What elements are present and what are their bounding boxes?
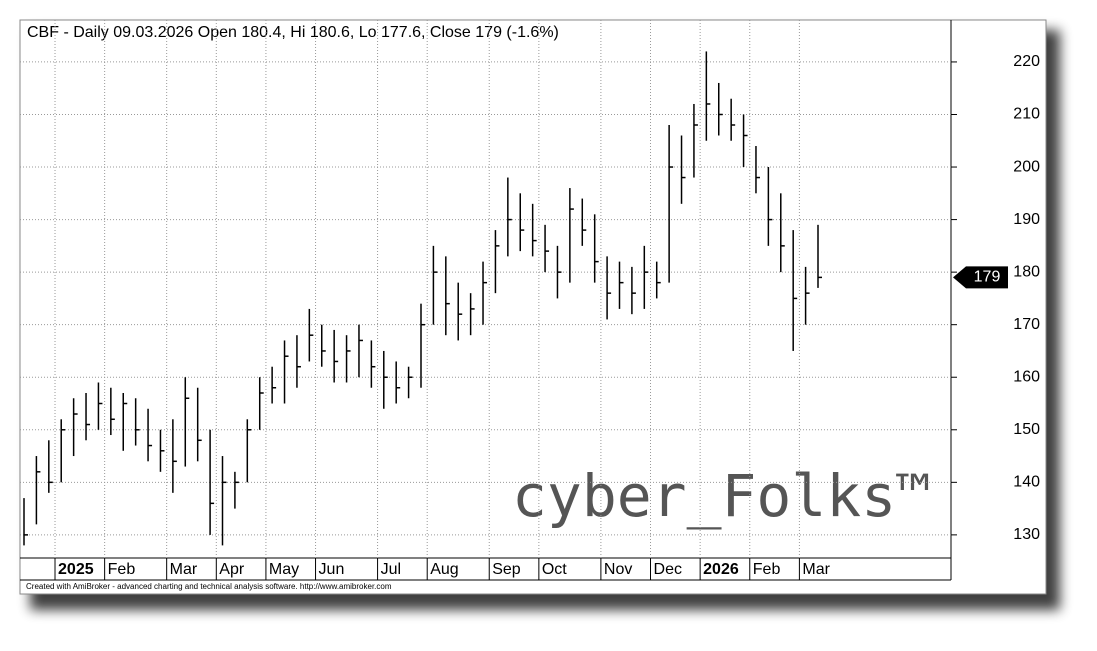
y-tick-label: 200	[1013, 158, 1040, 175]
y-tick-label: 210	[1013, 106, 1040, 123]
x-tick-label: May	[269, 561, 299, 578]
x-tick-label: Apr	[219, 561, 245, 578]
x-tick-label: Jul	[381, 561, 401, 578]
x-tick-label: Oct	[542, 561, 567, 578]
price-tag-label: 179	[974, 269, 1001, 286]
price-tag	[953, 266, 1008, 289]
watermark: cyber_Folks™	[512, 462, 931, 530]
x-tick-label: Jun	[319, 561, 345, 578]
x-tick-label: Mar	[802, 561, 830, 578]
x-tick-label: 2025	[58, 561, 94, 578]
footer: Created with AmiBroker - advanced charti…	[26, 582, 392, 591]
y-tick-label: 180	[1013, 263, 1040, 280]
x-tick-label: Aug	[430, 561, 458, 578]
x-tick-label: Dec	[654, 561, 682, 578]
y-tick-label: 190	[1013, 211, 1040, 228]
x-tick-label: Feb	[108, 561, 136, 578]
y-tick-label: 220	[1013, 53, 1040, 70]
x-tick-label: Feb	[753, 561, 781, 578]
x-tick-label: 2026	[703, 561, 739, 578]
x-tick-label: Sep	[492, 561, 521, 578]
y-tick-label: 170	[1013, 316, 1040, 333]
x-tick-label: Mar	[170, 561, 198, 578]
y-tick-label: 140	[1013, 474, 1040, 491]
y-tick-label: 160	[1013, 368, 1040, 385]
y-tick-label: 150	[1013, 421, 1040, 438]
chart-title: CBF - Daily 09.03.2026 Open 180.4, Hi 18…	[27, 24, 559, 41]
y-tick-label: 130	[1013, 526, 1040, 543]
frame	[19, 19, 1047, 595]
x-tick-label: Nov	[604, 561, 632, 578]
